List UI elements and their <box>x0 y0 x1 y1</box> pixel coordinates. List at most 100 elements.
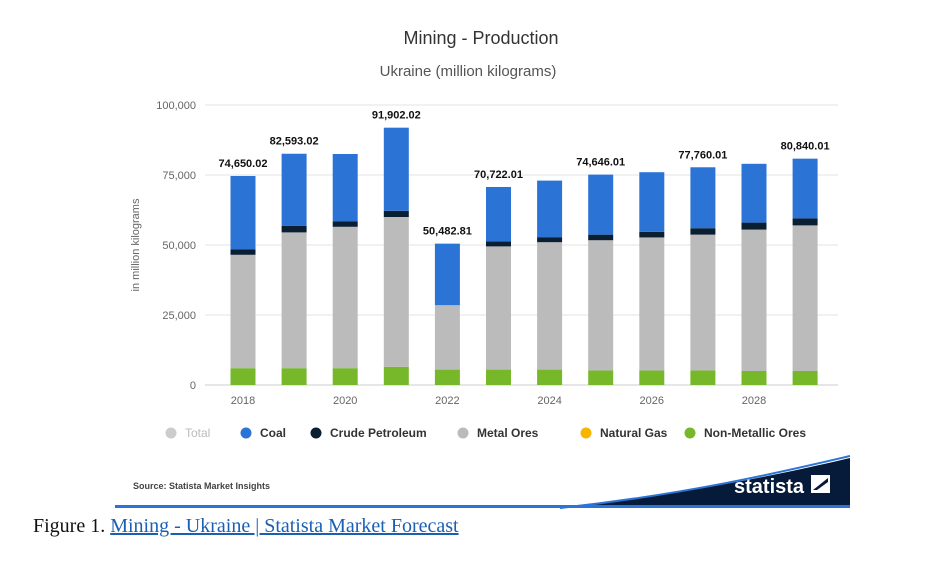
bar-segment-coal[interactable] <box>486 186 511 242</box>
bar-segment-non-metallic-ores[interactable] <box>639 370 665 385</box>
bar-segment-non-metallic-ores[interactable] <box>281 368 307 385</box>
bar-segment-coal[interactable] <box>332 154 358 222</box>
bar-segment-metal-ores[interactable] <box>537 242 563 370</box>
bar-segment-non-metallic-ores[interactable] <box>383 366 409 385</box>
bar-segment-metal-ores[interactable] <box>230 254 256 369</box>
bar-segment-crude-petroleum[interactable] <box>741 222 767 230</box>
bar-segment-crude-petroleum[interactable] <box>332 221 358 227</box>
bar-segment-non-metallic-ores[interactable] <box>332 368 358 385</box>
x-tick-label: 2022 <box>435 395 459 407</box>
y-tick-label: 0 <box>190 380 196 392</box>
bar-segment-coal[interactable] <box>383 127 409 211</box>
total-data-label: 91,902.02 <box>372 110 421 122</box>
total-data-label: 70,722.01 <box>474 169 523 181</box>
chart-subtitle: Ukraine (million kilograms) <box>380 63 557 80</box>
bar-segment-non-metallic-ores[interactable] <box>792 371 818 385</box>
total-data-label: 82,593.02 <box>270 136 319 148</box>
bar-segment-crude-petroleum[interactable] <box>486 241 511 247</box>
bar-segment-metal-ores[interactable] <box>281 232 307 369</box>
legend-item-metal-ores[interactable]: Metal Ores <box>457 426 539 440</box>
footer-rule <box>115 505 850 508</box>
legend-label: Total <box>185 426 210 440</box>
bar-segment-non-metallic-ores[interactable] <box>434 369 460 385</box>
legend-marker-icon <box>684 427 696 439</box>
y-tick-label: 50,000 <box>162 240 196 252</box>
bar-segment-crude-petroleum[interactable] <box>639 231 665 238</box>
bar-segment-crude-petroleum[interactable] <box>281 225 307 233</box>
brand-logo-icon <box>811 475 830 493</box>
gridlines <box>205 104 838 386</box>
caption-link[interactable]: Mining - Ukraine | Statista Market Forec… <box>110 515 459 537</box>
total-data-label: 74,650.02 <box>219 158 268 170</box>
bar-segment-coal[interactable] <box>639 172 665 232</box>
bar-segment-metal-ores[interactable] <box>332 226 358 369</box>
total-data-label: 77,760.01 <box>678 149 727 161</box>
x-tick-label: 2024 <box>537 395 561 407</box>
bar-segment-coal[interactable] <box>230 175 256 250</box>
x-tick-label: 2020 <box>333 395 357 407</box>
bar-segment-crude-petroleum[interactable] <box>792 218 818 226</box>
bar-segment-metal-ores[interactable] <box>486 246 511 370</box>
bar-segment-coal[interactable] <box>434 243 460 306</box>
legend-label: Non-Metallic Ores <box>704 426 806 440</box>
legend-item-non-metallic-ores[interactable]: Non-Metallic Ores <box>684 426 807 440</box>
legend-item-total[interactable]: Total <box>165 426 211 440</box>
bar-segment-metal-ores[interactable] <box>434 305 460 370</box>
x-tick-label: 2028 <box>742 395 766 407</box>
bar-segment-metal-ores[interactable] <box>383 217 409 367</box>
bar-segment-crude-petroleum[interactable] <box>690 228 716 235</box>
y-tick-label: 75,000 <box>162 170 196 182</box>
bar-segment-metal-ores[interactable] <box>741 229 767 371</box>
caption-prefix: Figure 1. <box>33 515 111 537</box>
bar-segment-non-metallic-ores[interactable] <box>486 369 511 385</box>
legend-item-crude-petroleum[interactable]: Crude Petroleum <box>310 426 427 440</box>
bar-segment-non-metallic-ores[interactable] <box>588 370 614 385</box>
total-data-label: 50,482.81 <box>423 226 472 238</box>
bar-segment-crude-petroleum[interactable] <box>383 210 409 217</box>
legend-item-natural-gas[interactable]: Natural Gas <box>580 426 668 440</box>
bar-segment-coal[interactable] <box>741 163 767 223</box>
axis-ticks: 0 25,000 50,000 75,000 100,000 2018 2020 2022 20… <box>156 100 766 407</box>
bar-segment-metal-ores[interactable] <box>639 237 665 371</box>
brand-wave <box>560 458 850 508</box>
statista-banner: statista <box>115 455 851 509</box>
bar-segment-crude-petroleum[interactable] <box>588 234 614 241</box>
bar-segment-non-metallic-ores[interactable] <box>230 368 256 385</box>
bar-segment-coal[interactable] <box>792 158 818 219</box>
figure-caption: Figure 1. Mining - Ukraine | Statista Ma… <box>33 515 459 538</box>
total-data-label: 74,646.01 <box>576 157 625 169</box>
bar-segment-coal[interactable] <box>588 174 614 235</box>
total-data-label: 80,840.01 <box>781 141 830 153</box>
bar-segment-coal[interactable] <box>690 167 716 229</box>
legend[interactable]: Total Coal Crude Petroleum Metal Ores Natura… <box>165 426 807 440</box>
chart-title: Mining - Production <box>403 28 558 48</box>
chart-figure: Mining - Production Ukraine (million kil… <box>115 28 851 509</box>
y-tick-label: 25,000 <box>162 310 196 322</box>
x-tick-label: 2018 <box>231 395 255 407</box>
legend-label: Crude Petroleum <box>330 426 427 440</box>
brand-wave-accent <box>559 455 851 509</box>
legend-label: Natural Gas <box>600 426 668 440</box>
legend-label: Metal Ores <box>477 426 539 440</box>
bar-segment-metal-ores[interactable] <box>792 225 818 371</box>
bar-segment-coal[interactable] <box>281 153 307 226</box>
bar-segment-metal-ores[interactable] <box>690 234 716 371</box>
y-tick-label: 100,000 <box>156 100 196 112</box>
legend-marker-icon <box>310 427 322 439</box>
bar-segment-crude-petroleum[interactable] <box>230 249 256 255</box>
bars <box>230 127 818 385</box>
bar-segment-metal-ores[interactable] <box>588 240 614 371</box>
legend-marker-icon <box>240 427 252 439</box>
bar-segment-non-metallic-ores[interactable] <box>690 370 716 385</box>
legend-marker-icon <box>457 427 469 439</box>
brand-name: statista <box>734 476 805 498</box>
x-tick-label: 2026 <box>640 395 664 407</box>
bar-segment-coal[interactable] <box>537 180 563 238</box>
legend-item-coal[interactable]: Coal <box>240 426 287 440</box>
source-note: Source: Statista Market Insights <box>133 481 270 491</box>
bar-segment-non-metallic-ores[interactable] <box>741 371 767 385</box>
bar-segment-non-metallic-ores[interactable] <box>537 369 563 385</box>
legend-marker-icon <box>580 427 592 439</box>
bar-segment-crude-petroleum[interactable] <box>537 237 563 243</box>
